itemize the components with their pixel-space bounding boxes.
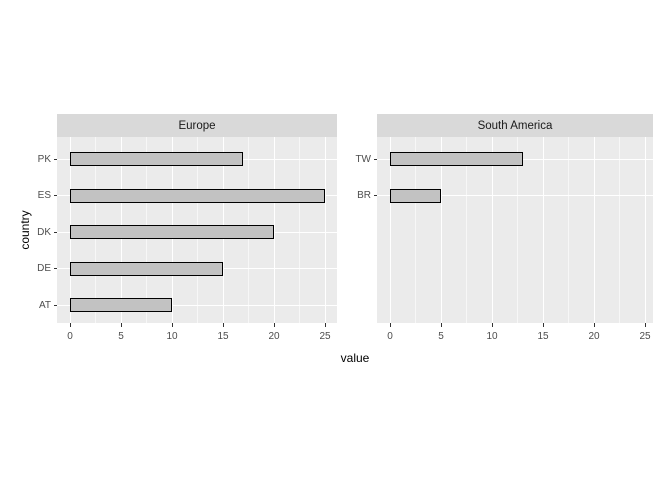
grid-minor-line bbox=[299, 137, 300, 323]
x-tick-mark bbox=[542, 323, 544, 327]
x-tick-label: 0 bbox=[67, 331, 73, 342]
x-tick-mark bbox=[491, 323, 493, 327]
facet-panel bbox=[377, 137, 653, 323]
x-tick-label: 20 bbox=[268, 331, 280, 342]
grid-major-line bbox=[324, 137, 326, 323]
x-tick-mark bbox=[69, 323, 71, 327]
y-tick-label: BR bbox=[357, 190, 371, 201]
x-tick-mark bbox=[120, 323, 122, 327]
grid-major-line bbox=[440, 137, 442, 323]
y-tick-label: TW bbox=[355, 153, 371, 165]
x-tick-label: 0 bbox=[387, 331, 393, 342]
facet-strip-label: Europe bbox=[178, 119, 216, 132]
grid-major-line bbox=[644, 137, 646, 323]
grid-major-line bbox=[491, 137, 493, 323]
x-tick-mark bbox=[273, 323, 275, 327]
y-tick-label: AT bbox=[38, 299, 51, 311]
bar bbox=[70, 261, 223, 276]
grid-minor-line bbox=[517, 137, 518, 323]
x-tick-mark bbox=[171, 323, 173, 327]
x-tick-label: 5 bbox=[118, 331, 124, 342]
grid-major-line bbox=[593, 137, 595, 323]
x-tick-label: 20 bbox=[588, 331, 600, 342]
facet-strip-label: South America bbox=[477, 119, 553, 132]
bar bbox=[390, 152, 523, 166]
facet-strip: Europe bbox=[57, 114, 337, 137]
bar bbox=[70, 298, 172, 312]
y-tick-mark bbox=[53, 304, 57, 306]
x-tick-mark bbox=[440, 323, 442, 327]
x-tick-label: 25 bbox=[319, 331, 331, 342]
y-tick-label: PK bbox=[37, 153, 51, 165]
x-tick-mark bbox=[222, 323, 224, 327]
y-tick-label: DK bbox=[37, 226, 51, 238]
x-tick-mark bbox=[644, 323, 646, 327]
y-tick-mark bbox=[373, 158, 377, 160]
x-tick-label: 15 bbox=[217, 331, 229, 342]
y-tick-mark bbox=[373, 195, 377, 196]
bar bbox=[70, 188, 325, 203]
y-tick-mark bbox=[53, 268, 57, 269]
grid-minor-line bbox=[466, 137, 467, 323]
grid-minor-line bbox=[568, 137, 569, 323]
facet-panel bbox=[57, 137, 337, 323]
grid-major-line bbox=[542, 137, 544, 323]
x-tick-label: 10 bbox=[486, 331, 498, 342]
x-axis-title: value bbox=[340, 351, 370, 365]
x-tick-label: 5 bbox=[438, 331, 444, 342]
x-tick-mark bbox=[389, 323, 391, 327]
bar bbox=[70, 225, 274, 239]
grid-minor-line bbox=[415, 137, 416, 323]
bar bbox=[390, 188, 441, 203]
y-tick-mark bbox=[53, 231, 57, 233]
grid-row-line bbox=[377, 195, 653, 196]
grid-major-line bbox=[273, 137, 275, 323]
y-tick-label: ES bbox=[37, 190, 51, 201]
y-tick-mark bbox=[53, 195, 57, 196]
x-tick-label: 25 bbox=[639, 331, 651, 342]
x-tick-label: 15 bbox=[537, 331, 549, 342]
x-tick-mark bbox=[324, 323, 326, 327]
grid-row-line bbox=[57, 304, 337, 306]
facet-strip: South America bbox=[377, 114, 653, 137]
x-tick-mark bbox=[593, 323, 595, 327]
bar bbox=[70, 152, 244, 166]
x-tick-label: 10 bbox=[166, 331, 178, 342]
y-tick-mark bbox=[53, 158, 57, 160]
grid-major-line bbox=[389, 137, 391, 323]
y-tick-label: DE bbox=[37, 263, 51, 274]
grid-minor-line bbox=[619, 137, 620, 323]
